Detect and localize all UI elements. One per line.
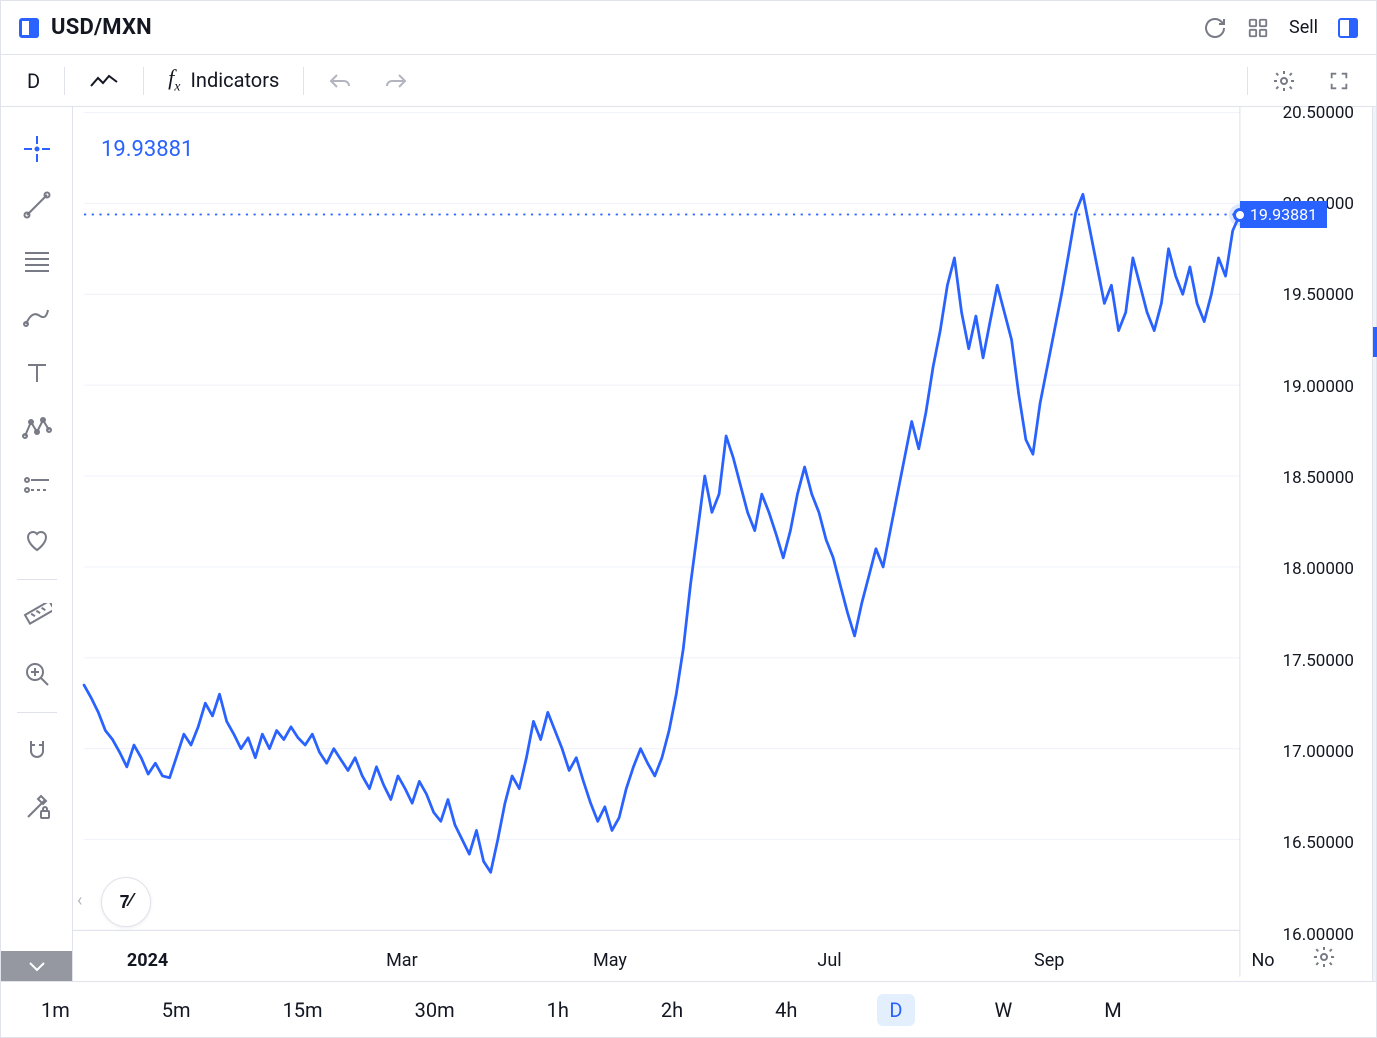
- indicators-button[interactable]: fx Indicators: [154, 59, 293, 101]
- app-root: USD/MXN Sell D fx Indicators: [0, 0, 1377, 1038]
- brush-tool[interactable]: [13, 293, 61, 341]
- y-axis-tick: 16.50000: [1283, 833, 1354, 853]
- symbol-title[interactable]: USD/MXN: [51, 15, 152, 40]
- x-axis-tick: No: [1251, 950, 1274, 971]
- y-axis-tick: 20.50000: [1283, 103, 1354, 123]
- x-axis-tick: 2024: [127, 950, 168, 971]
- redo-icon: [384, 71, 408, 91]
- pattern-tool[interactable]: [13, 405, 61, 453]
- interval-selector[interactable]: D: [13, 63, 54, 99]
- topbar: USD/MXN Sell: [1, 1, 1376, 55]
- right-scrollbar[interactable]: [1372, 107, 1376, 981]
- timeframe-M[interactable]: M: [1092, 994, 1133, 1026]
- toolbar-separator: [1247, 67, 1248, 95]
- y-axis-tick: 16.00000: [1283, 925, 1354, 945]
- app-logo-icon[interactable]: [19, 18, 39, 38]
- timeframe-15m[interactable]: 15m: [271, 994, 335, 1026]
- refresh-icon[interactable]: [1203, 16, 1227, 40]
- y-axis-tick: 18.00000: [1283, 559, 1354, 579]
- fx-icon: fx: [168, 65, 180, 95]
- y-axis-tick: 18.50000: [1283, 468, 1354, 488]
- x-axis[interactable]: 2024MarMayJulSepNo: [73, 941, 1252, 981]
- tool-separator: [17, 579, 57, 580]
- settings-button[interactable]: [1258, 63, 1310, 99]
- price-chart[interactable]: [73, 107, 1372, 977]
- x-axis-tick: Sep: [1034, 950, 1064, 971]
- toolbar-separator: [143, 67, 144, 95]
- chart-wrap: 19.93881 20.5000020.0000019.5000019.0000…: [73, 107, 1372, 981]
- timeframe-2h[interactable]: 2h: [649, 994, 695, 1026]
- timeframe-5m[interactable]: 5m: [150, 994, 203, 1026]
- axis-settings-button[interactable]: [1312, 945, 1336, 973]
- line-chart-icon: [89, 72, 119, 90]
- crosshair-tool[interactable]: [13, 125, 61, 173]
- fib-tool[interactable]: [13, 237, 61, 285]
- expand-toolbar-handle[interactable]: [1, 951, 72, 981]
- y-axis-tick: 19.00000: [1283, 377, 1354, 397]
- timeframe-1h[interactable]: 1h: [535, 994, 581, 1026]
- current-price-label: 19.93881: [1240, 201, 1327, 228]
- x-axis-tick: May: [593, 950, 627, 971]
- layouts-icon[interactable]: [1247, 17, 1269, 39]
- text-tool[interactable]: [13, 349, 61, 397]
- interval-label: D: [27, 69, 40, 93]
- topbar-left: USD/MXN: [19, 15, 1203, 40]
- magnet-tool[interactable]: [13, 727, 61, 775]
- y-axis-tick: 19.50000: [1283, 285, 1354, 305]
- series-end-marker: [1233, 208, 1247, 222]
- zoom-tool[interactable]: [13, 650, 61, 698]
- panel-toggle-icon[interactable]: [1338, 18, 1358, 38]
- ruler-tool[interactable]: [13, 594, 61, 642]
- scroll-left-hint[interactable]: ‹: [77, 890, 82, 911]
- y-axis-tick: 17.00000: [1283, 742, 1354, 762]
- x-axis-tick: Jul: [817, 950, 841, 971]
- chevron-down-icon: [27, 959, 47, 973]
- chart-toolbar: D fx Indicators: [1, 55, 1376, 107]
- chart-style-selector[interactable]: [75, 66, 133, 96]
- chart-area[interactable]: 19.93881 20.5000020.0000019.5000019.0000…: [73, 107, 1372, 981]
- timeframe-W[interactable]: W: [983, 994, 1025, 1026]
- undo-button[interactable]: [314, 65, 366, 97]
- series-value-overlay: 19.93881: [101, 137, 193, 162]
- trend-line-tool[interactable]: [13, 181, 61, 229]
- x-axis-tick: Mar: [386, 950, 418, 971]
- tool-separator: [17, 712, 57, 713]
- y-axis[interactable]: 20.5000020.0000019.5000019.0000018.50000…: [1252, 107, 1372, 981]
- timeframe-4h[interactable]: 4h: [763, 994, 809, 1026]
- toolbar-separator: [64, 67, 65, 95]
- sell-button[interactable]: Sell: [1289, 17, 1318, 38]
- main-area: 19.93881 20.5000020.0000019.5000019.0000…: [1, 107, 1376, 981]
- timeframe-30m[interactable]: 30m: [403, 994, 467, 1026]
- topbar-right: Sell: [1203, 16, 1358, 40]
- drawing-toolbar: [1, 107, 73, 981]
- fullscreen-icon: [1328, 70, 1350, 92]
- timeframe-1m[interactable]: 1m: [29, 994, 82, 1026]
- lock-drawings-tool[interactable]: [13, 783, 61, 831]
- toolbar-separator: [303, 67, 304, 95]
- gear-icon: [1272, 69, 1296, 93]
- redo-button[interactable]: [370, 65, 422, 97]
- indicators-label: Indicators: [190, 68, 279, 92]
- tradingview-logo-badge[interactable]: 7⁄: [101, 877, 151, 927]
- undo-icon: [328, 71, 352, 91]
- favorite-tool[interactable]: [13, 517, 61, 565]
- y-axis-tick: 17.50000: [1283, 651, 1354, 671]
- gear-icon: [1312, 945, 1336, 969]
- forecast-tool[interactable]: [13, 461, 61, 509]
- timeframe-D[interactable]: D: [877, 994, 914, 1026]
- fullscreen-button[interactable]: [1314, 64, 1364, 98]
- timeframe-bar: 1m 5m 15m 30m 1h 2h 4h D W M: [1, 981, 1376, 1037]
